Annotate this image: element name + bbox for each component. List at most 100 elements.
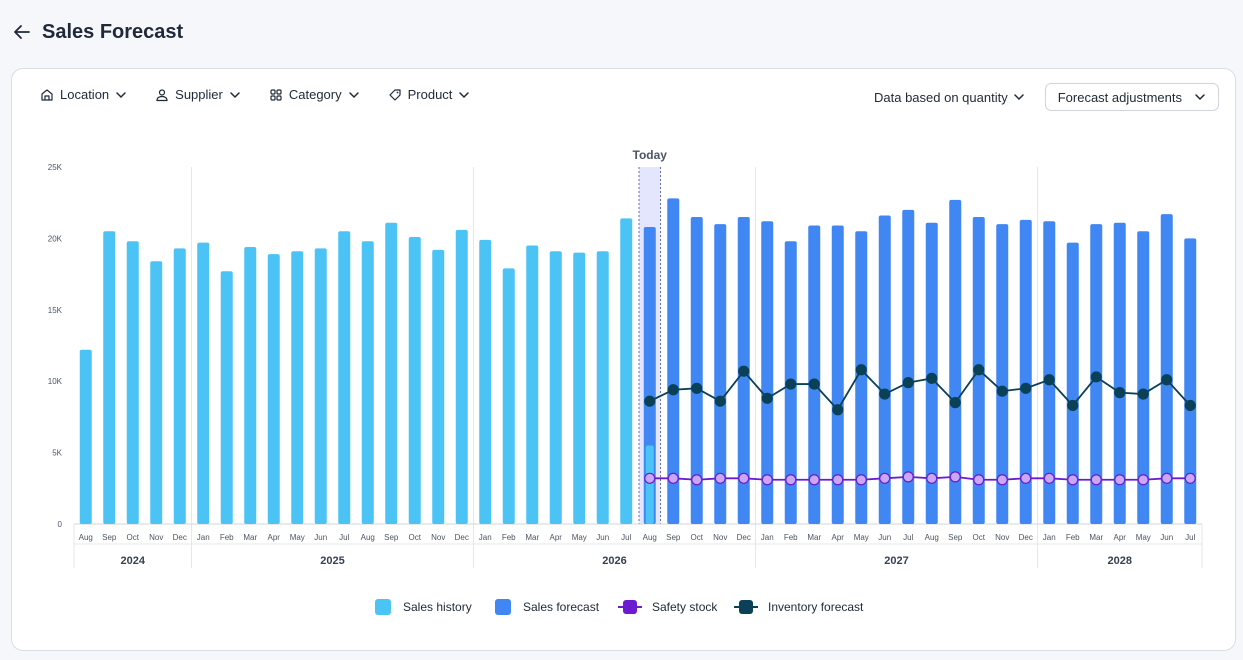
inventory-forecast-point[interactable] xyxy=(973,364,985,376)
sales-history-bar[interactable] xyxy=(150,261,163,524)
sales-forecast-bar[interactable] xyxy=(1043,221,1056,524)
sales-forecast-bar[interactable] xyxy=(855,231,868,524)
safety-stock-point[interactable] xyxy=(667,472,679,484)
sales-history-bar[interactable] xyxy=(408,236,421,525)
sales-history-bar[interactable] xyxy=(338,231,351,524)
sales-history-bar[interactable] xyxy=(596,251,609,524)
sales-history-bar[interactable] xyxy=(173,248,186,524)
forecast-adjustments-button[interactable]: Forecast adjustments xyxy=(1044,83,1219,111)
supplier-filter[interactable]: Supplier xyxy=(155,87,241,102)
sales-forecast-bar[interactable] xyxy=(1160,214,1173,524)
inventory-forecast-point[interactable] xyxy=(832,404,844,416)
sales-history-bar[interactable] xyxy=(267,254,280,524)
safety-stock-point[interactable] xyxy=(832,474,844,486)
sales-history-bar[interactable] xyxy=(645,445,654,524)
inventory-forecast-point[interactable] xyxy=(667,384,679,396)
location-filter[interactable]: Location xyxy=(40,87,127,102)
safety-stock-point[interactable] xyxy=(1137,474,1149,486)
inventory-forecast-point[interactable] xyxy=(808,378,820,390)
inventory-forecast-point[interactable] xyxy=(714,395,726,407)
sales-forecast-bar[interactable] xyxy=(1113,222,1126,524)
safety-stock-point[interactable] xyxy=(714,472,726,484)
chevron-down-icon xyxy=(230,91,240,98)
sales-history-bar[interactable] xyxy=(361,241,374,525)
safety-stock-point[interactable] xyxy=(1161,472,1173,484)
inventory-forecast-point[interactable] xyxy=(1067,399,1079,412)
category-filter[interactable]: Category xyxy=(269,87,360,102)
safety-stock-point[interactable] xyxy=(738,472,750,484)
safety-stock-point[interactable] xyxy=(1114,474,1126,486)
safety-stock-point[interactable] xyxy=(855,474,867,486)
safety-stock-point[interactable] xyxy=(1043,472,1055,484)
sales-forecast-bar[interactable] xyxy=(1066,242,1079,524)
safety-stock-point[interactable] xyxy=(691,474,703,486)
sales-forecast-bar[interactable] xyxy=(714,224,727,524)
safety-stock-point[interactable] xyxy=(1020,472,1032,484)
inventory-forecast-point[interactable] xyxy=(926,372,938,384)
sales-forecast-bar[interactable] xyxy=(1019,219,1032,524)
sales-forecast-bar[interactable] xyxy=(831,225,844,524)
sales-forecast-bar[interactable] xyxy=(902,209,915,524)
sales-history-bar[interactable] xyxy=(502,268,515,524)
safety-stock-point[interactable] xyxy=(902,471,914,483)
x-tick-label: May xyxy=(1136,533,1151,542)
inventory-forecast-point[interactable] xyxy=(1043,374,1055,386)
data-basis-dropdown[interactable]: Data based on quantity xyxy=(874,90,1025,105)
sales-forecast-bar[interactable] xyxy=(949,199,962,524)
sales-history-bar[interactable] xyxy=(573,252,586,524)
sales-forecast-bar[interactable] xyxy=(1137,231,1150,524)
sales-history-bar[interactable] xyxy=(455,229,468,524)
safety-stock-point[interactable] xyxy=(785,474,797,486)
sales-forecast-bar[interactable] xyxy=(808,225,821,524)
inventory-forecast-point[interactable] xyxy=(761,392,773,404)
sales-history-bar[interactable] xyxy=(526,245,539,525)
inventory-forecast-point[interactable] xyxy=(855,364,867,376)
sales-history-bar[interactable] xyxy=(479,239,492,524)
inventory-forecast-point[interactable] xyxy=(644,395,656,407)
safety-stock-point[interactable] xyxy=(879,472,891,484)
inventory-forecast-point[interactable] xyxy=(738,365,750,377)
safety-stock-point[interactable] xyxy=(1090,474,1102,486)
sales-history-bar[interactable] xyxy=(126,241,139,525)
inventory-forecast-point[interactable] xyxy=(785,378,797,390)
inventory-forecast-point[interactable] xyxy=(996,385,1008,397)
inventory-forecast-point[interactable] xyxy=(1137,388,1149,400)
safety-stock-point[interactable] xyxy=(808,474,820,486)
sales-forecast-bar[interactable] xyxy=(690,216,703,525)
sales-history-bar[interactable] xyxy=(432,249,445,524)
safety-stock-point[interactable] xyxy=(926,472,938,484)
safety-stock-point[interactable] xyxy=(973,474,985,486)
sales-history-bar[interactable] xyxy=(197,242,210,524)
sales-forecast-bar[interactable] xyxy=(761,221,774,524)
inventory-forecast-point[interactable] xyxy=(879,388,891,400)
sales-history-bar[interactable] xyxy=(220,271,233,524)
sales-history-bar[interactable] xyxy=(385,222,398,524)
sales-history-bar[interactable] xyxy=(103,231,116,524)
sales-forecast-bar[interactable] xyxy=(667,198,680,524)
safety-stock-point[interactable] xyxy=(949,471,961,483)
back-arrow-icon[interactable] xyxy=(12,22,32,42)
inventory-forecast-point[interactable] xyxy=(1161,374,1173,386)
safety-stock-point[interactable] xyxy=(1184,472,1196,484)
sales-history-bar[interactable] xyxy=(79,349,92,524)
safety-stock-point[interactable] xyxy=(761,474,773,486)
sales-history-bar[interactable] xyxy=(549,251,562,524)
inventory-forecast-point[interactable] xyxy=(902,377,914,389)
inventory-forecast-point[interactable] xyxy=(1184,399,1196,412)
sales-forecast-bar[interactable] xyxy=(996,224,1009,524)
sales-history-bar[interactable] xyxy=(244,246,257,524)
sales-history-bar[interactable] xyxy=(291,251,304,524)
safety-stock-point[interactable] xyxy=(996,474,1008,486)
sales-history-bar[interactable] xyxy=(620,218,633,524)
inventory-forecast-point[interactable] xyxy=(691,382,703,394)
inventory-forecast-point[interactable] xyxy=(1090,371,1102,383)
sales-forecast-bar[interactable] xyxy=(878,215,891,524)
inventory-forecast-point[interactable] xyxy=(949,397,961,409)
safety-stock-point[interactable] xyxy=(644,472,656,484)
inventory-forecast-point[interactable] xyxy=(1020,382,1032,394)
sales-history-bar[interactable] xyxy=(314,248,327,524)
product-filter[interactable]: Product xyxy=(388,87,471,102)
inventory-forecast-point[interactable] xyxy=(1114,387,1126,399)
safety-stock-point[interactable] xyxy=(1067,474,1079,486)
sales-forecast-bar[interactable] xyxy=(1184,238,1197,524)
